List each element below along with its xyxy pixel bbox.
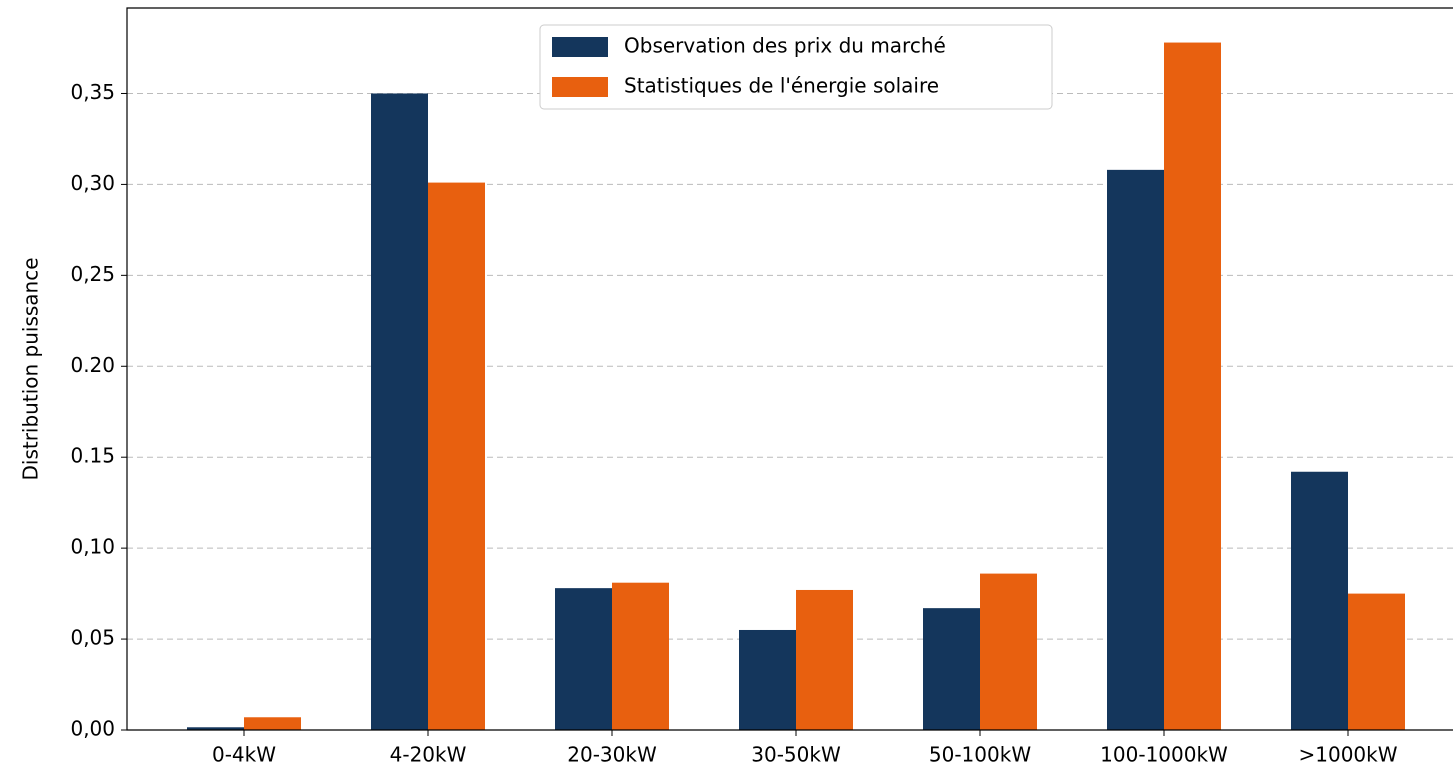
bar [980,573,1037,730]
y-tick-label: 0,00 [70,717,115,741]
y-tick-label: 0,05 [70,626,115,650]
y-tick-label: 0,35 [70,80,115,104]
bar [244,717,301,730]
y-tick-label: 0.20 [70,353,115,377]
x-tick-label: >1000kW [1298,743,1397,767]
bar [612,582,669,730]
y-tick-label: 0,10 [70,535,115,559]
bar [371,93,428,730]
bar [796,589,853,730]
legend-label: Observation des prix du marché [624,34,946,58]
x-tick-label: 0-4kW [212,743,276,767]
bar [739,629,796,730]
x-tick-label: 20-30kW [567,743,657,767]
x-tick-label: 100-1000kW [1100,743,1228,767]
bar [187,727,244,730]
bar [1291,471,1348,730]
bar [555,588,612,730]
bar [1348,593,1405,730]
legend-label: Statistiques de l'énergie solaire [624,74,939,98]
y-axis-label: Distribution puissance [19,257,43,480]
bar [428,182,485,730]
y-tick-label: 0,30 [70,171,115,195]
bar [1164,42,1221,731]
x-tick-label: 30-50kW [751,743,841,767]
y-tick-label: 0.15 [70,444,115,468]
legend-swatch [552,77,608,97]
x-tick-label: 50-100kW [929,743,1031,767]
x-tick-label: 4-20kW [390,743,467,767]
axes-frame [126,7,1453,731]
bar [1107,169,1164,730]
legend-swatch [552,37,608,57]
y-tick-label: 0,25 [70,262,115,286]
bar [923,608,980,730]
legend-box [539,24,1053,110]
